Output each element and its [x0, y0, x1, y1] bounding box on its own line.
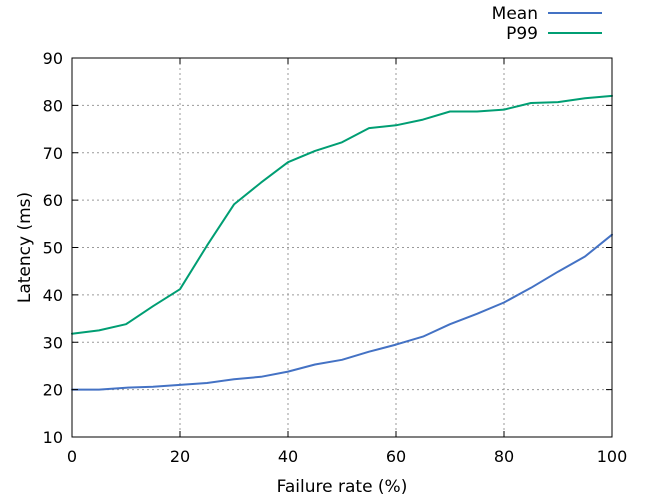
x-tick-label: 0	[67, 447, 77, 466]
x-tick-label: 40	[278, 447, 298, 466]
y-tick-label: 90	[43, 49, 63, 68]
y-tick-label: 70	[43, 144, 63, 163]
y-tick-label: 30	[43, 333, 63, 352]
y-axis-label: Latency (ms)	[15, 192, 35, 303]
y-tick-label: 60	[43, 191, 63, 210]
series-line-mean	[71, 233, 613, 391]
x-tick-label: 60	[386, 447, 406, 466]
ticks-layer: 10 20 30 40 50 60 70 80 90 0 20 40 60 80 100	[43, 49, 628, 466]
y-tick-label: 40	[43, 286, 63, 305]
series-layer	[71, 94, 613, 391]
y-tick-label: 50	[43, 239, 63, 258]
y-tick-label: 10	[43, 428, 63, 447]
x-tick-label: 80	[494, 447, 514, 466]
y-tick-label: 20	[43, 381, 63, 400]
y-tick-label: 80	[43, 96, 63, 115]
x-tick-label: 100	[597, 447, 628, 466]
grid-layer	[72, 58, 612, 437]
x-axis-label: Failure rate (%)	[277, 477, 408, 497]
legend-label-mean: Mean	[492, 4, 538, 24]
series-line-p99	[71, 94, 613, 335]
x-tick-label: 20	[170, 447, 190, 466]
legend-label-p99: P99	[506, 24, 538, 44]
